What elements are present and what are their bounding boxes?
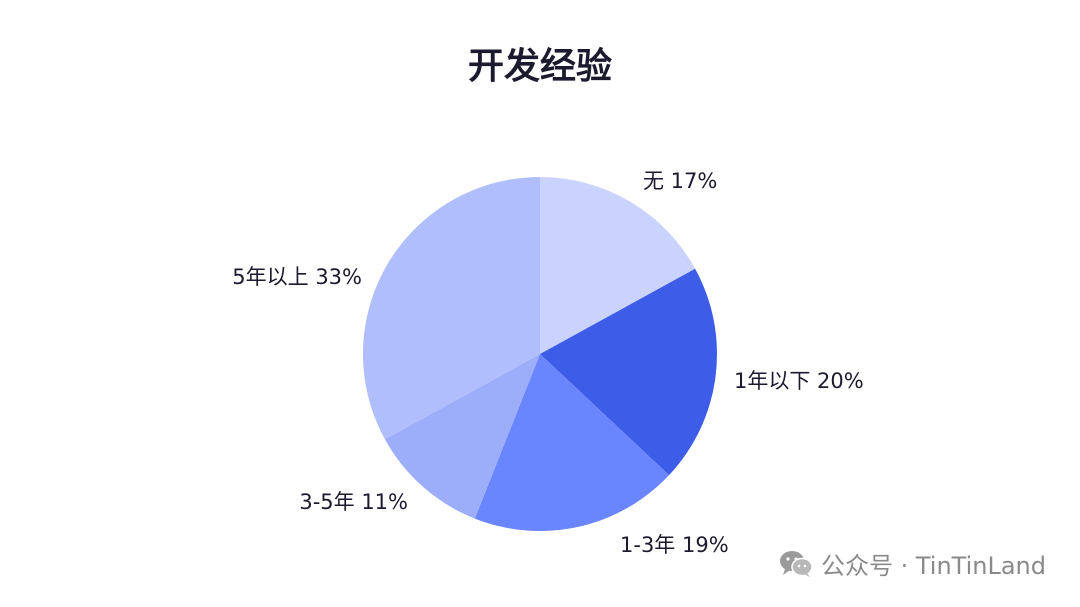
pie-slice-4 bbox=[384, 354, 540, 519]
slice-label-2: 1年以下 20% bbox=[734, 369, 864, 393]
slice-label-4: 3-5年 11% bbox=[299, 490, 408, 514]
chart-title: 开发经验 bbox=[468, 46, 612, 87]
pie-slices bbox=[362, 176, 718, 531]
watermark-text: 公众号 · TinTinLand bbox=[820, 552, 1046, 580]
pie-labels: 无 17% 1年以下 20% 1-3年 19% 3-5年 11% 5年以上 33% bbox=[232, 169, 863, 557]
pie-slice-1 bbox=[540, 177, 696, 354]
pie-slice-2 bbox=[540, 268, 718, 476]
watermark: 公众号 · TinTinLand bbox=[779, 546, 1046, 581]
pie-slice-5 bbox=[362, 176, 540, 440]
slice-label-3: 1-3年 19% bbox=[620, 533, 729, 557]
slice-label-1: 无 17% bbox=[643, 169, 717, 193]
pie-slice-3 bbox=[474, 354, 670, 531]
slice-label-5: 5年以上 33% bbox=[232, 265, 362, 289]
wechat-icon bbox=[779, 550, 813, 577]
